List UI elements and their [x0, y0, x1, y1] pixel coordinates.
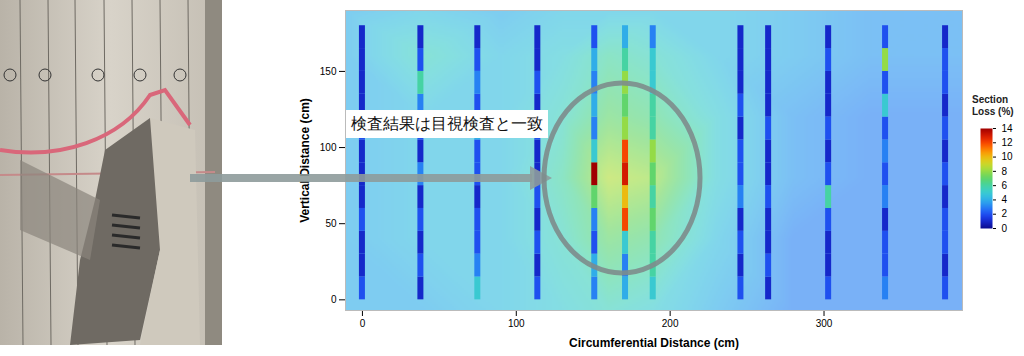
svg-text:14: 14: [1002, 123, 1014, 134]
svg-text:8: 8: [1002, 166, 1008, 177]
svg-text:300: 300: [816, 318, 833, 329]
svg-text:10: 10: [1002, 151, 1014, 162]
svg-text:4: 4: [1002, 194, 1008, 205]
svg-text:100: 100: [320, 142, 337, 153]
svg-text:50: 50: [325, 218, 337, 229]
svg-text:Circumferential Distance (cm): Circumferential Distance (cm): [569, 336, 739, 350]
svg-text:150: 150: [320, 66, 337, 77]
svg-text:0: 0: [331, 294, 337, 305]
html-text:検査結果は目視検査と一致: 検査結果は目視検査と一致: [351, 115, 543, 132]
html-text:Loss (%): Loss (%): [972, 106, 1014, 117]
svg-text:0: 0: [1002, 223, 1008, 234]
svg-text:0: 0: [360, 318, 366, 329]
html-text:Section: Section: [972, 94, 1009, 105]
svg-text:100: 100: [508, 318, 525, 329]
svg-text:200: 200: [662, 318, 679, 329]
svg-text:2: 2: [1002, 208, 1008, 219]
svg-text:12: 12: [1002, 137, 1014, 148]
svg-text:6: 6: [1002, 180, 1008, 191]
svg-text:Vertical Distance (cm): Vertical Distance (cm): [298, 98, 312, 223]
